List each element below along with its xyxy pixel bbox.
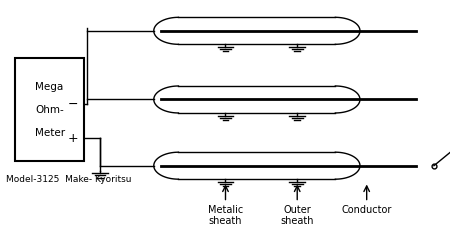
Text: Meter: Meter [35, 128, 64, 138]
Text: Metalic: Metalic [208, 205, 243, 215]
Text: sheath: sheath [209, 216, 242, 226]
Text: Model-3125  Make- Kyoritsu: Model-3125 Make- Kyoritsu [6, 175, 131, 184]
Text: Conductor: Conductor [341, 205, 392, 215]
Bar [15, 58, 84, 161]
Text: −: − [68, 98, 78, 111]
Text: Ohm-: Ohm- [35, 105, 64, 115]
Text: sheath: sheath [281, 216, 314, 226]
Text: +: + [68, 132, 78, 145]
Text: Mega: Mega [36, 82, 64, 92]
Text: Outer: Outer [283, 205, 311, 215]
